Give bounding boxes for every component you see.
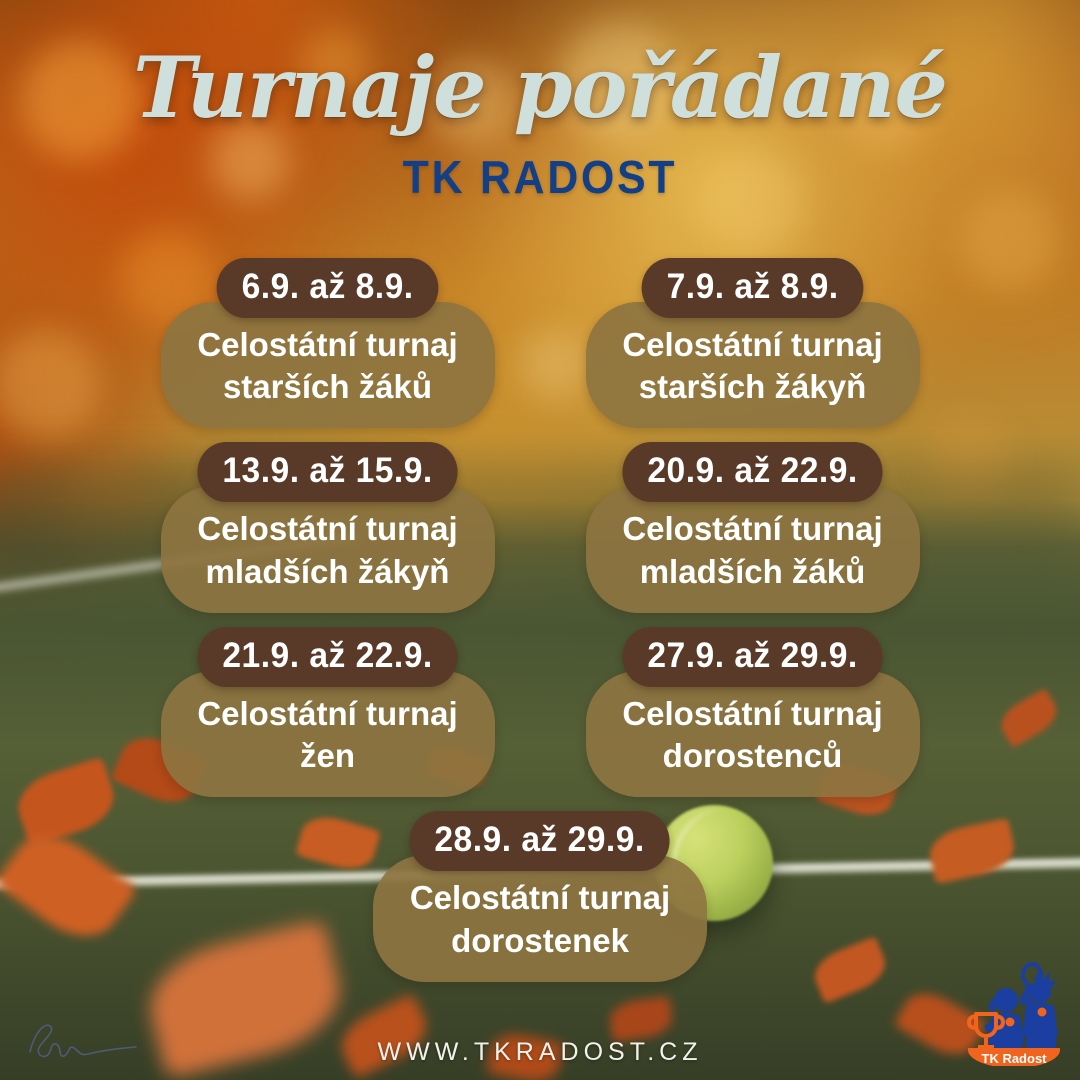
tournament-name: Celostátní turnaj žen <box>160 670 495 798</box>
tournament-name-line1: Celostátní turnaj <box>409 879 671 917</box>
tournament-name-line1: Celostátní turnaj <box>197 694 458 732</box>
tournament-date-badge: 13.9. až 15.9. <box>197 442 458 503</box>
tournament-name: Celostátní turnaj starších žákyň <box>585 302 920 429</box>
handwritten-signature <box>29 1024 137 1058</box>
page-subtitle: TK RADOST <box>402 151 678 203</box>
tournament-name-line1: Celostátní turnaj <box>197 510 458 548</box>
tournament-name-line2: dorostenců <box>662 737 843 775</box>
tournament-card[interactable]: 21.9. až 22.9. Celostátní turnaj žen <box>160 626 495 798</box>
tournament-name-line1: Celostátní turnaj <box>622 694 883 732</box>
tournament-list: 6.9. až 8.9. Celostátní turnaj starších … <box>0 258 1080 982</box>
tournament-name: Celostátní turnaj dorostenců <box>585 670 920 798</box>
tournament-name: Celostátní turnaj mladších žáků <box>585 486 920 613</box>
page-title: Turnaje pořádané <box>133 38 948 137</box>
tournament-card[interactable]: 27.9. až 29.9. Celostátní turnaj doroste… <box>585 626 920 798</box>
tk-radost-logo[interactable]: TK Radost <box>962 962 1066 1066</box>
tournament-date-badge: 27.9. až 29.9. <box>622 626 883 687</box>
tournament-name: Celostátní turnaj starších žáků <box>160 302 495 429</box>
tournament-name: Celostátní turnaj mladších žákyň <box>160 486 495 613</box>
medal-icon <box>1005 1007 1047 1027</box>
tournament-date-badge: 7.9. až 8.9. <box>641 258 864 318</box>
tournament-card[interactable]: 28.9. až 29.9. Celostátní turnaj doroste… <box>373 811 707 982</box>
tournament-date-badge: 20.9. až 22.9. <box>622 442 883 503</box>
tournament-card[interactable]: 20.9. až 22.9. Celostátní turnaj mladšíc… <box>585 442 920 613</box>
tournament-name-line1: Celostátní turnaj <box>622 510 883 548</box>
tournament-name-line1: Celostátní turnaj <box>622 326 883 363</box>
tournament-date-badge: 6.9. až 8.9. <box>216 258 439 318</box>
tournament-date-badge: 28.9. až 29.9. <box>409 811 671 872</box>
tournament-name-line2: mladších žáků <box>639 552 866 590</box>
logo-text: TK Radost <box>982 1051 1048 1066</box>
tournament-name-line2: žen <box>299 737 355 775</box>
tournament-name-line1: Celostátní turnaj <box>197 326 458 363</box>
logo-banner: TK Radost <box>968 1048 1060 1066</box>
tournament-card[interactable]: 13.9. až 15.9. Celostátní turnaj mladšíc… <box>160 442 495 613</box>
tournament-date-badge: 21.9. až 22.9. <box>197 626 458 687</box>
tournament-name-line2: starších žákyň <box>638 368 867 406</box>
tournament-card[interactable]: 7.9. až 8.9. Celostátní turnaj starších … <box>585 258 920 429</box>
player-figure-left <box>984 988 1024 1056</box>
tournament-name-line2: starších žáků <box>222 368 433 406</box>
website-url[interactable]: WWW.TKRADOST.CZ <box>377 1038 703 1066</box>
tournament-name-line2: mladších žákyň <box>205 552 450 590</box>
tournament-card[interactable]: 6.9. až 8.9. Celostátní turnaj starších … <box>160 258 495 429</box>
tournament-name-line2: dorostenek <box>451 921 629 959</box>
tournament-name: Celostátní turnaj dorostenek <box>373 855 707 982</box>
trophy-icon <box>967 1012 1005 1049</box>
